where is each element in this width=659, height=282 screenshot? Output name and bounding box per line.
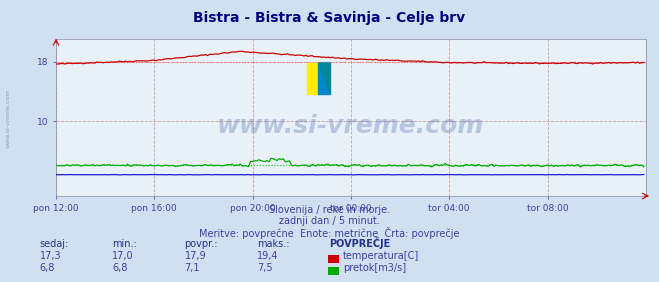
Bar [318, 63, 330, 94]
Text: maks.:: maks.: [257, 239, 289, 249]
Text: 6,8: 6,8 [112, 263, 127, 273]
Text: Meritve: povprečne  Enote: metrične  Črta: povprečje: Meritve: povprečne Enote: metrične Črta:… [199, 227, 460, 239]
Text: 17,0: 17,0 [112, 251, 134, 261]
Text: POVPREČJE: POVPREČJE [330, 237, 391, 249]
Text: 7,1: 7,1 [185, 263, 200, 273]
Bar [306, 63, 318, 94]
Text: 17,3: 17,3 [40, 251, 61, 261]
Text: www.si-vreme.com: www.si-vreme.com [5, 89, 11, 148]
Text: povpr.:: povpr.: [185, 239, 218, 249]
Text: temperatura[C]: temperatura[C] [343, 251, 419, 261]
Text: zadnji dan / 5 minut.: zadnji dan / 5 minut. [279, 216, 380, 226]
Text: Slovenija / reke in morje.: Slovenija / reke in morje. [269, 205, 390, 215]
Text: sedaj:: sedaj: [40, 239, 69, 249]
Text: 6,8: 6,8 [40, 263, 55, 273]
Polygon shape [318, 63, 330, 94]
Text: 7,5: 7,5 [257, 263, 273, 273]
Text: 17,9: 17,9 [185, 251, 206, 261]
Text: pretok[m3/s]: pretok[m3/s] [343, 263, 406, 273]
Text: min.:: min.: [112, 239, 137, 249]
Text: Bistra - Bistra & Savinja - Celje brv: Bistra - Bistra & Savinja - Celje brv [194, 11, 465, 25]
Text: www.si-vreme.com: www.si-vreme.com [217, 114, 484, 138]
Text: 19,4: 19,4 [257, 251, 279, 261]
